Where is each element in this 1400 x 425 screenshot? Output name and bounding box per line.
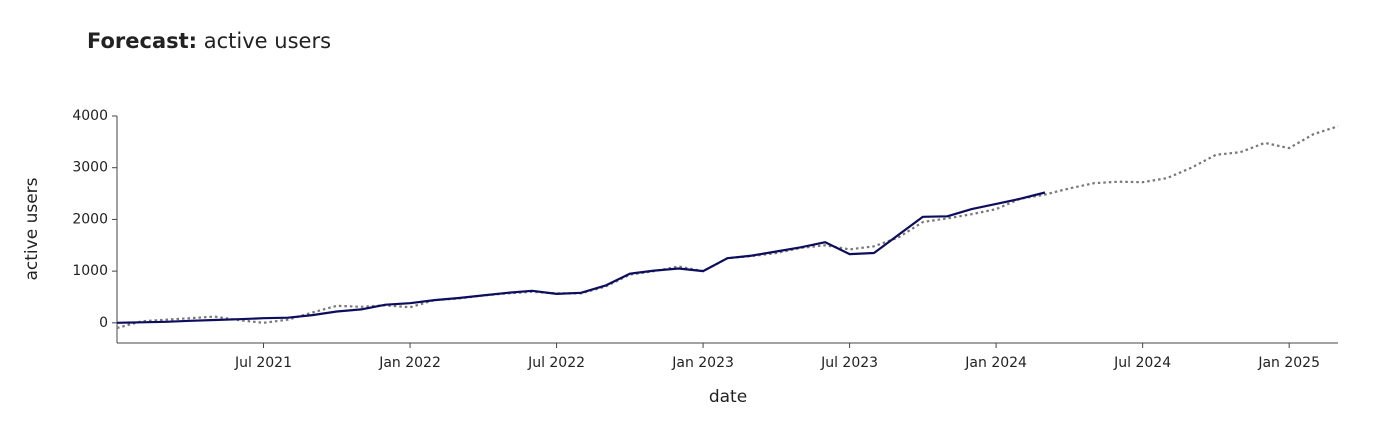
series-line: [116, 125, 1339, 330]
y-tick-label: 4000: [72, 108, 108, 124]
x-tick-label: Jan 2022: [378, 355, 441, 371]
chart-title: Forecast: active users: [87, 29, 331, 53]
x-tick-label: Jan 2025: [1257, 355, 1320, 371]
title-bold: Forecast:: [87, 29, 197, 53]
y-tick-label: 3000: [72, 160, 108, 176]
x-tick-label: Jan 2023: [671, 355, 734, 371]
x-axis-title: date: [709, 387, 747, 407]
x-tick-label: Jul 2022: [527, 355, 585, 371]
x-tick-label: Jul 2021: [234, 355, 292, 371]
series-line: [116, 191, 1046, 324]
y-tick-label: 1000: [72, 263, 108, 279]
x-tick-label: Jul 2023: [820, 355, 878, 371]
title-rest: active users: [204, 29, 331, 53]
x-tick-label: Jan 2024: [964, 355, 1027, 371]
y-tick-label: 2000: [72, 211, 108, 227]
y-tick-label: 0: [99, 315, 108, 331]
x-tick-label: Jul 2024: [1113, 355, 1171, 371]
y-axis-title: active users: [22, 177, 42, 280]
